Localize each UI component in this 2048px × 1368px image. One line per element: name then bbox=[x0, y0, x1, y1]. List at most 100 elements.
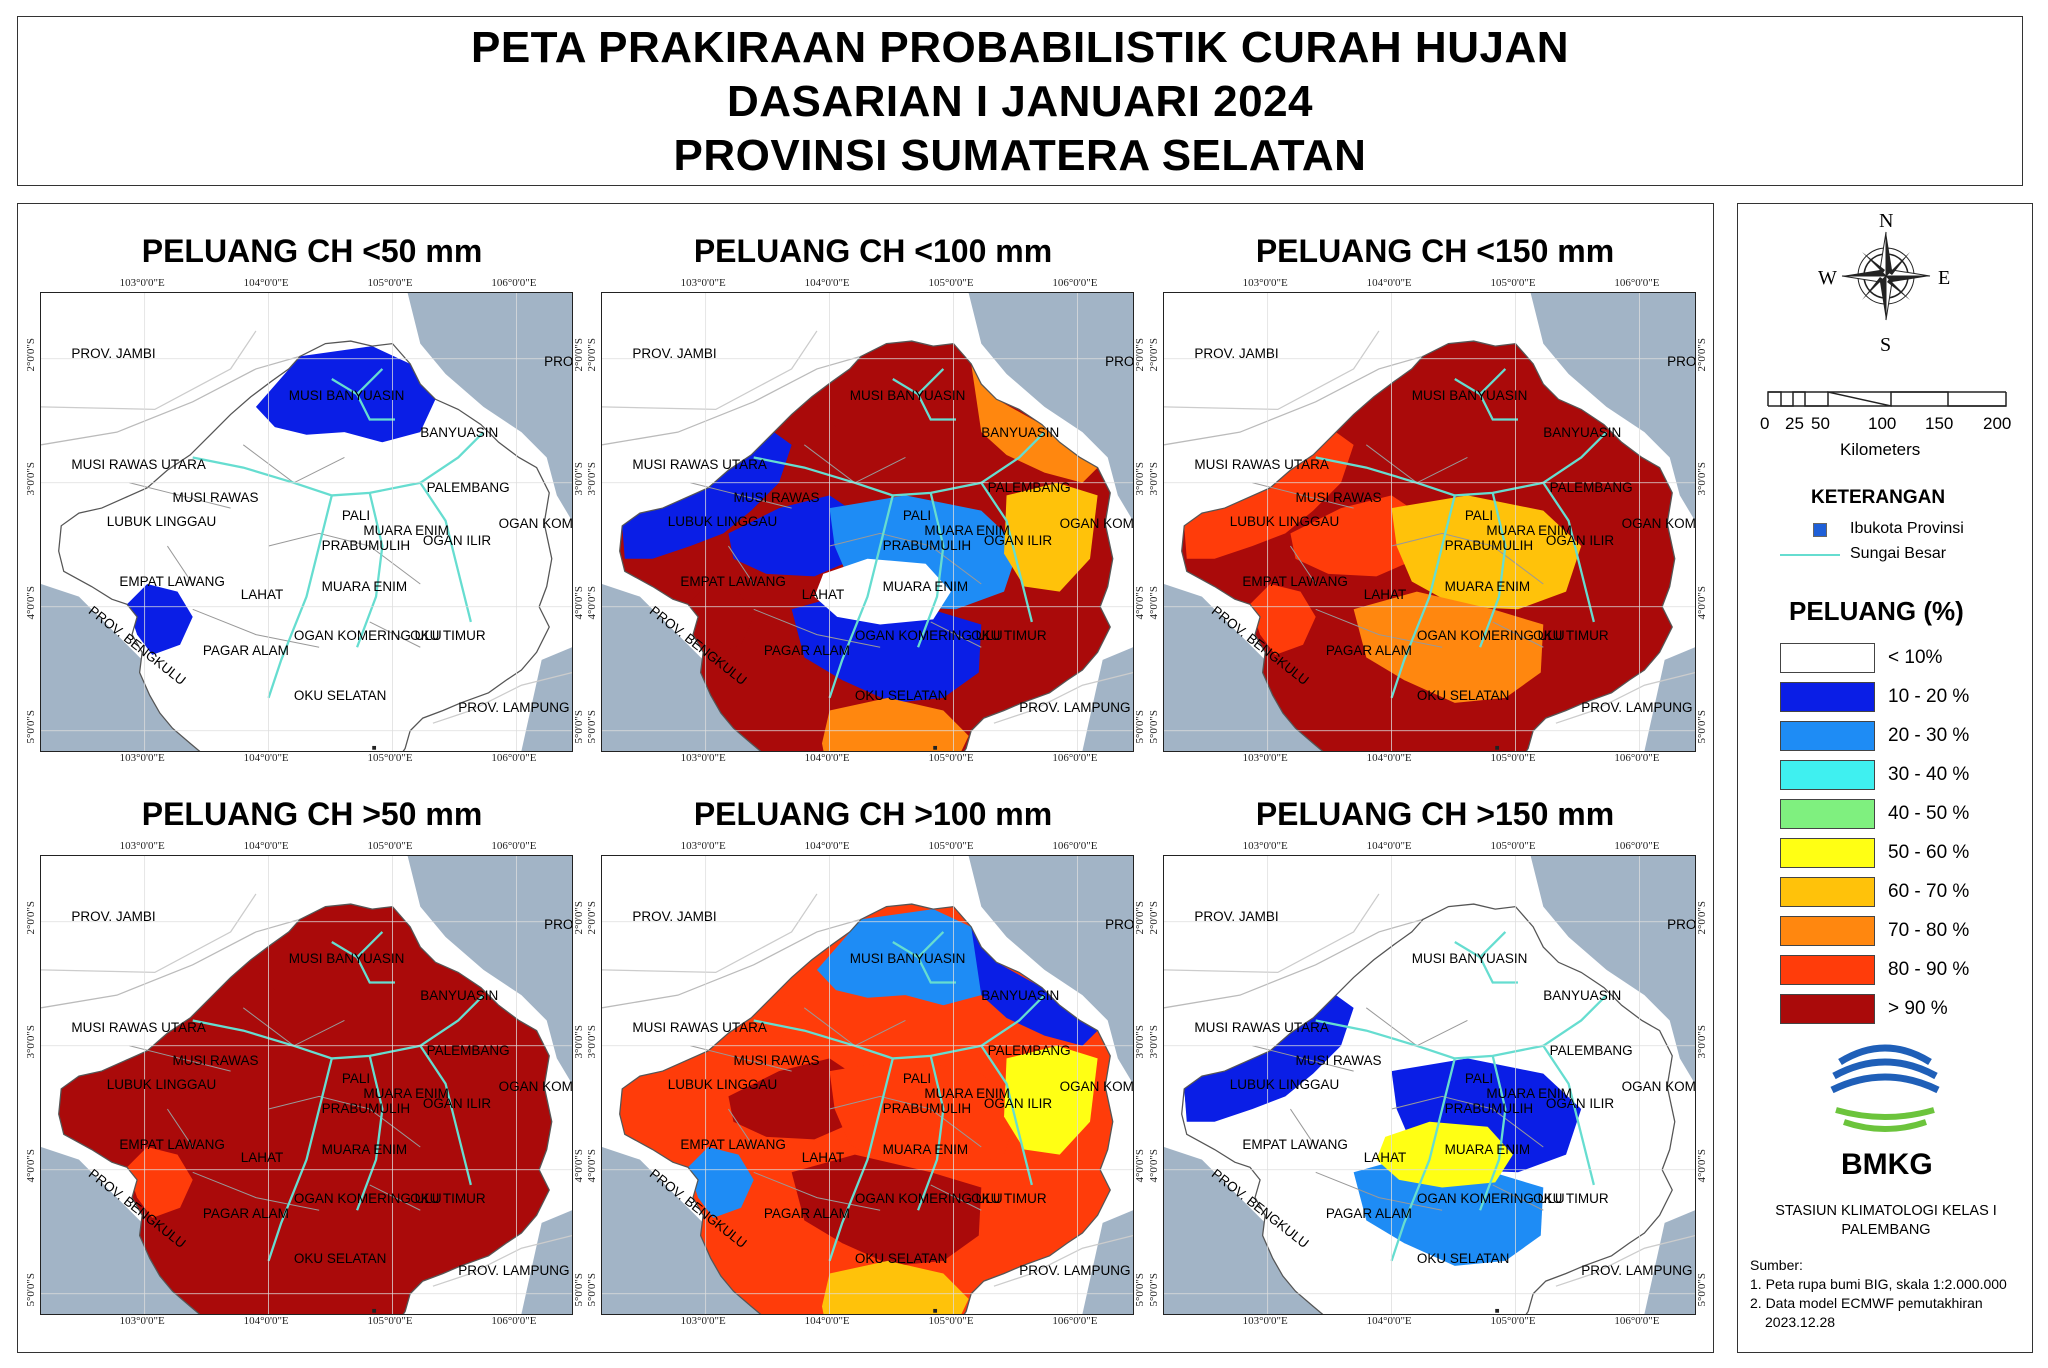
lon-tick-label: 106°0'0"E bbox=[491, 840, 537, 852]
place-label-prabumulih: PRABUMULIH bbox=[882, 1101, 972, 1117]
panel-title-4: PELUANG CH >50 mm bbox=[141, 796, 483, 832]
lat-tick-label: 2°0'0"S bbox=[25, 337, 37, 372]
scale-unit: Kilometers bbox=[1840, 440, 1921, 459]
lat-tick-label: 4°0'0"S bbox=[25, 585, 37, 620]
zone-north bbox=[816, 909, 997, 1006]
place-label-muara-enim: MUARA ENIM bbox=[882, 578, 969, 594]
place-label-pagar-alam: PAGAR ALAM bbox=[1325, 1206, 1412, 1222]
lon-tick-label: 104°0'0"E bbox=[804, 1315, 850, 1327]
rivers bbox=[753, 368, 1046, 699]
rivers bbox=[1315, 931, 1608, 1262]
peluang-title: PELUANG (%) bbox=[1789, 596, 1964, 626]
place-label-prabumulih: PRABUMULIH bbox=[321, 1101, 411, 1117]
lat-tick-label: 4°0'0"S bbox=[573, 585, 585, 620]
sea-northeast bbox=[968, 293, 1133, 521]
place-label-lampung: PROV. LAMPUNG bbox=[1019, 700, 1131, 716]
lon-tick-label: 104°0'0"E bbox=[1366, 752, 1412, 764]
lat-tick-label: 3°0'0"S bbox=[586, 1024, 598, 1059]
lat-tick-label: 5°0'0"S bbox=[1134, 1272, 1146, 1307]
place-label-pali: PALI bbox=[902, 1071, 932, 1087]
legend-swatch bbox=[1780, 760, 1875, 790]
map-panel-3: PROV. JAMBI PROV. BABEL MUSI BANYUASIN BANY… bbox=[1163, 292, 1696, 752]
river-line-icon bbox=[1780, 554, 1840, 556]
place-label-ogan-ilir: OGAN ILIR bbox=[1545, 533, 1615, 549]
lon-tick-label: 106°0'0"E bbox=[1614, 840, 1660, 852]
place-label-pali: PALI bbox=[902, 508, 932, 524]
lat-tick-label: 2°0'0"S bbox=[1134, 900, 1146, 935]
lat-tick-label: 4°0'0"S bbox=[25, 1148, 37, 1183]
place-label-ogan-komering-ilir: OGAN KOMERING ILIR bbox=[1621, 1078, 1696, 1094]
lat-tick-label: 5°0'0"S bbox=[1696, 709, 1708, 744]
capital-label: Ibukota Provinsi bbox=[1850, 520, 1964, 537]
source-line-3: 2023.12.28 bbox=[1765, 1314, 1836, 1330]
scale-label-100: 100 bbox=[1868, 414, 1897, 433]
place-label-empat-lawang: EMPAT LAWANG bbox=[1242, 573, 1348, 589]
zone-north bbox=[255, 346, 436, 443]
zone-hole bbox=[814, 558, 951, 625]
place-label-lubuk-linggau: LUBUK LINGGAU bbox=[667, 514, 778, 530]
place-label-muara-enim: MUARA ENIM bbox=[321, 578, 408, 594]
zone-__province bbox=[58, 341, 552, 751]
place-label-musi-rawas: MUSI RAWAS bbox=[172, 490, 259, 506]
lon-tick-label: 106°0'0"E bbox=[1052, 752, 1098, 764]
sea-northeast bbox=[407, 856, 572, 1084]
lon-tick-label: 105°0'0"E bbox=[1490, 840, 1536, 852]
place-label-muara-enim: MUARA ENIM bbox=[321, 1141, 408, 1157]
map-title-line-3: PROVINSI SUMATERA SELATAN bbox=[673, 131, 1367, 180]
place-label-lampung: PROV. LAMPUNG bbox=[458, 1263, 570, 1279]
lon-tick-label: 103°0'0"E bbox=[1242, 752, 1288, 764]
lon-tick-label: 104°0'0"E bbox=[804, 752, 850, 764]
lat-tick-label: 2°0'0"S bbox=[573, 337, 585, 372]
lat-tick-label: 4°0'0"S bbox=[1148, 1148, 1160, 1183]
place-label-musi-banyuasin: MUSI BANYUASIN bbox=[1411, 950, 1528, 966]
lat-tick-label: 3°0'0"S bbox=[573, 1024, 585, 1059]
scale-label-0: 0 bbox=[1760, 414, 1770, 433]
place-label-musi-banyuasin: MUSI BANYUASIN bbox=[288, 950, 405, 966]
lon-tick-label: 106°0'0"E bbox=[491, 277, 537, 289]
place-label-oku-timur: OKU TIMUR bbox=[410, 628, 486, 644]
compass-rose-icon bbox=[1841, 231, 1931, 321]
place-label-lampung: PROV. LAMPUNG bbox=[458, 700, 570, 716]
legend-class-label: 10 - 20 % bbox=[1888, 686, 1970, 707]
sea-southeast bbox=[1082, 1210, 1133, 1314]
sea-northeast bbox=[1530, 856, 1695, 1084]
place-label-pagar-alam: PAGAR ALAM bbox=[202, 643, 289, 659]
place-label-lubuk-linggau: LUBUK LINGGAU bbox=[1229, 1077, 1340, 1093]
lon-tick-label: 106°0'0"E bbox=[1052, 1315, 1098, 1327]
place-label-pali: PALI bbox=[341, 508, 371, 524]
lat-tick-label: 4°0'0"S bbox=[1696, 1148, 1708, 1183]
lat-tick-label: 2°0'0"S bbox=[586, 900, 598, 935]
source-line-2: 2. Data model ECMWF pemutakhiran bbox=[1750, 1295, 1983, 1311]
title-box: PETA PRAKIRAAN PROBABILISTIK CURAH HUJAN… bbox=[17, 16, 2023, 186]
lon-tick-label: 104°0'0"E bbox=[243, 1315, 289, 1327]
place-label-empat-lawang: EMPAT LAWANG bbox=[1242, 1136, 1348, 1152]
place-label-lahat: LAHAT bbox=[1363, 586, 1407, 602]
lon-tick-label: 106°0'0"E bbox=[1052, 277, 1098, 289]
map-title-line-1: PETA PRAKIRAAN PROBABILISTIK CURAH HUJAN bbox=[470, 23, 1570, 72]
place-label-babel: PROV. BABEL bbox=[544, 353, 573, 369]
place-label-musi-banyuasin: MUSI BANYUASIN bbox=[849, 950, 966, 966]
lon-tick-label: 105°0'0"E bbox=[367, 277, 413, 289]
lon-tick-label: 104°0'0"E bbox=[243, 752, 289, 764]
zone-swest bbox=[687, 1146, 754, 1218]
place-label-banyuasin: BANYUASIN bbox=[1543, 424, 1622, 440]
place-label-jambi: PROV. JAMBI bbox=[1194, 909, 1279, 925]
place-label-prabumulih: PRABUMULIH bbox=[1444, 1101, 1534, 1117]
lat-tick-label: 5°0'0"S bbox=[573, 1272, 585, 1307]
place-label-oku-timur: OKU TIMUR bbox=[1533, 628, 1609, 644]
compass-w: W bbox=[1818, 267, 1837, 289]
lat-tick-label: 2°0'0"S bbox=[1148, 900, 1160, 935]
lat-tick-label: 2°0'0"S bbox=[1148, 337, 1160, 372]
lon-tick-label: 103°0'0"E bbox=[1242, 277, 1288, 289]
place-label-ogan-komering-ulu: OGAN KOMERING ULU bbox=[854, 628, 1003, 644]
station-line-2: PALEMBANG bbox=[1841, 1222, 1931, 1238]
place-label-muara-enim: MUARA ENIM bbox=[363, 1086, 449, 1102]
lon-tick-label: 104°0'0"E bbox=[243, 277, 289, 289]
lon-tick-label: 103°0'0"E bbox=[119, 1315, 165, 1327]
source-title: Sumber: bbox=[1750, 1257, 1803, 1273]
map-svg-1 bbox=[41, 293, 572, 751]
place-label-musi-rawas-utara: MUSI RAWAS UTARA bbox=[71, 457, 206, 473]
place-label-ogan-komering-ulu: OGAN KOMERING ULU bbox=[293, 628, 442, 644]
zone-south bbox=[821, 1260, 969, 1314]
place-label-lahat: LAHAT bbox=[801, 586, 845, 602]
